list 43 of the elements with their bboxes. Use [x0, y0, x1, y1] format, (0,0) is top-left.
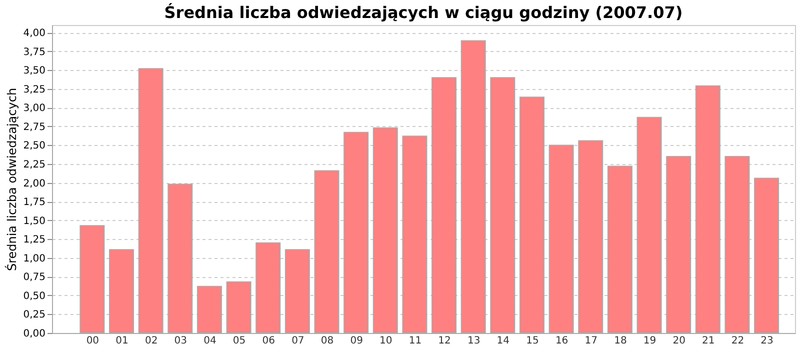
x-tick-label: 13 — [467, 336, 480, 346]
x-tick-label: 15 — [526, 336, 539, 346]
y-tick-label: 1,75 — [23, 197, 46, 208]
y-tick-label: 2,25 — [23, 159, 46, 170]
x-tick-label: 18 — [614, 336, 627, 346]
x-tick-label: 21 — [702, 336, 715, 346]
y-tick-label: 2,75 — [23, 122, 46, 133]
x-tick-label: 14 — [496, 336, 510, 346]
chart-title: Średnia liczba odwiedzających w ciągu godziny (2007.07) — [164, 3, 683, 22]
y-tick-label: 1,00 — [23, 253, 46, 264]
y-tick-label: 2,50 — [23, 140, 46, 152]
x-tick-label: 09 — [350, 336, 363, 346]
x-tick-label: 03 — [174, 336, 188, 346]
x-tick-label: 02 — [144, 336, 158, 346]
y-tick-label: 1,50 — [23, 216, 46, 227]
y-tick-label: 1,25 — [23, 234, 46, 246]
y-tick-label: 3,25 — [23, 84, 46, 96]
x-tick-label: 01 — [116, 336, 128, 346]
x-tick-label: 22 — [731, 336, 744, 346]
y-tick-label: 4,00 — [23, 28, 46, 40]
y-tick-label: 0,50 — [23, 290, 46, 302]
y-tick-label: 3,00 — [23, 103, 46, 114]
x-tick-label: 10 — [380, 336, 392, 346]
y-tick-label: 0,00 — [23, 328, 46, 340]
x-tick-label: 07 — [292, 336, 304, 346]
y-tick-label: 3,50 — [23, 66, 46, 77]
x-tick-label: 11 — [408, 336, 422, 346]
x-tick-label: 05 — [232, 336, 246, 346]
x-tick-label: 23 — [760, 336, 774, 346]
x-tick-label: 17 — [584, 336, 598, 346]
y-tick-label: 3,75 — [23, 46, 46, 58]
x-tick-label: 00 — [86, 336, 100, 346]
x-tick-label: 19 — [643, 336, 656, 346]
y-tick-label: 0,25 — [23, 310, 46, 321]
x-tick-label: 16 — [555, 336, 568, 346]
x-tick-label: 04 — [204, 336, 216, 346]
y-tick-label: 2,00 — [23, 178, 46, 190]
x-tick-label: 20 — [672, 336, 686, 346]
y-axis-title: Średnia liczba odwiedzających — [4, 88, 20, 272]
x-tick-label: 06 — [262, 336, 275, 346]
y-tick-label: 0,75 — [23, 272, 46, 284]
x-tick-label: 08 — [320, 336, 334, 346]
x-tick-label: 12 — [438, 336, 451, 346]
